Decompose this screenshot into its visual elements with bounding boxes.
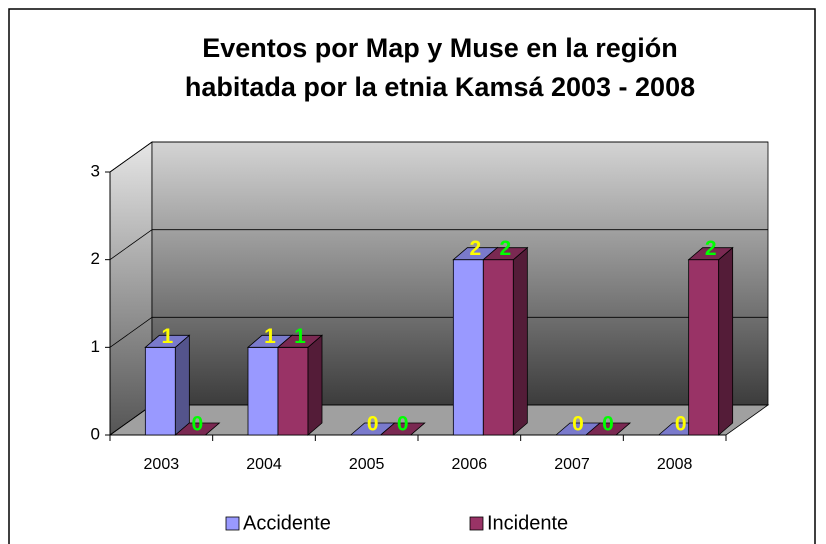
data-label: 2 <box>469 237 481 260</box>
grid-line <box>109 141 153 173</box>
bar-side <box>718 246 734 436</box>
grid-line <box>109 229 153 260</box>
x-tick-label: 2006 <box>452 456 488 473</box>
data-label: 1 <box>264 325 276 348</box>
legend-swatch <box>469 516 484 531</box>
bar-side <box>512 246 528 436</box>
data-label: 0 <box>572 413 584 436</box>
x-tick-label: 2008 <box>657 456 693 473</box>
x-tick-label: 2005 <box>349 456 385 473</box>
bar <box>482 259 514 436</box>
bar-side <box>174 334 190 436</box>
y-tick-label: 2 <box>91 249 100 268</box>
data-label: 0 <box>367 413 379 436</box>
data-label: 2 <box>705 237 717 260</box>
data-label: 2 <box>499 237 511 260</box>
bar <box>452 259 484 436</box>
x-tick-label: 2007 <box>554 456 590 473</box>
x-tick-label: 2004 <box>246 456 282 473</box>
x-tick-label: 2003 <box>144 456 180 473</box>
legend-swatch <box>225 516 240 531</box>
grid-line <box>109 317 153 348</box>
chart-title: habitada por la etnia Kamsá 2003 - 2008 <box>185 72 695 102</box>
data-label: 0 <box>397 413 409 436</box>
legend-label: Incidente <box>487 512 568 534</box>
bar <box>277 346 309 436</box>
data-label: 1 <box>161 325 173 348</box>
bar <box>688 259 720 436</box>
bar <box>144 346 176 436</box>
bar-top <box>276 334 324 348</box>
bar-top <box>687 247 734 261</box>
bar-side <box>307 334 323 436</box>
data-label: 0 <box>191 413 203 436</box>
bar-top <box>174 422 221 436</box>
y-tick-label: 0 <box>91 424 100 443</box>
bar-top <box>144 334 191 348</box>
bar-top <box>584 422 632 436</box>
bar <box>247 346 279 436</box>
y-tick-label: 3 <box>91 161 100 180</box>
bar-top <box>482 247 529 261</box>
data-label: 0 <box>602 413 614 436</box>
legend-label: Accidente <box>243 512 331 534</box>
data-label: 1 <box>294 325 306 348</box>
y-tick-label: 1 <box>91 337 100 356</box>
data-label: 0 <box>675 413 687 436</box>
chart-title: Eventos por Map y Muse en la región <box>202 33 678 63</box>
bar-top <box>379 422 426 436</box>
